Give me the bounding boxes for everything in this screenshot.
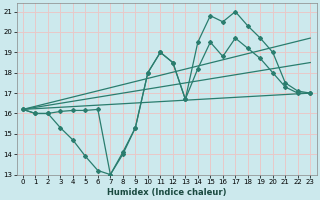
- X-axis label: Humidex (Indice chaleur): Humidex (Indice chaleur): [107, 188, 226, 197]
